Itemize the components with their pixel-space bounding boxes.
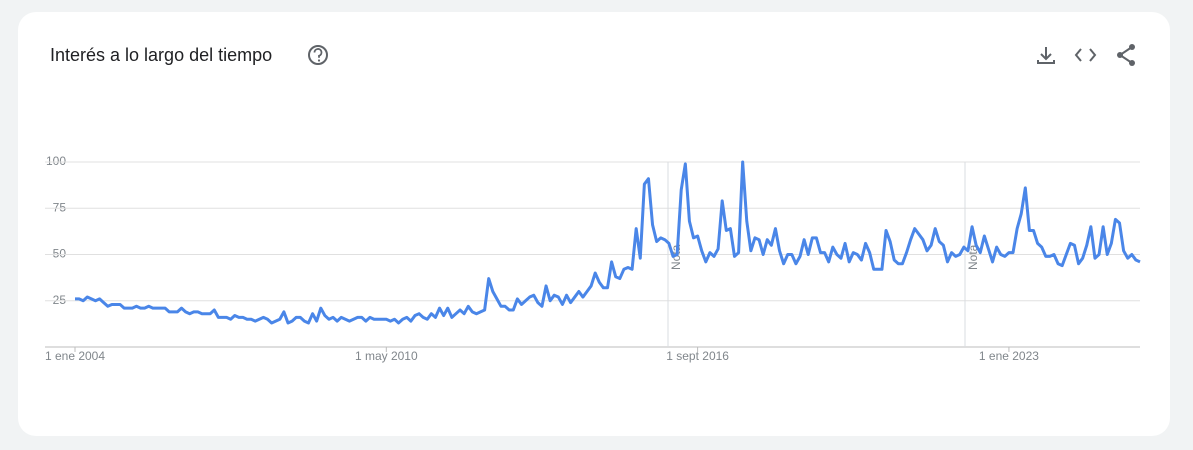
help-button[interactable] (308, 45, 328, 65)
help-icon (308, 45, 328, 65)
download-button[interactable] (1037, 47, 1055, 64)
share-button[interactable] (1117, 44, 1135, 66)
x-tick-label: 1 sept 2016 (666, 349, 729, 363)
chart-title: Interés a lo largo del tiempo (50, 45, 272, 65)
download-icon (1037, 47, 1055, 64)
y-tick-label: 75 (53, 200, 67, 214)
embed-button[interactable] (1074, 48, 1097, 62)
x-tick-label: 1 ene 2004 (45, 349, 105, 363)
embed-icon (1074, 48, 1097, 62)
share-lines (1118, 46, 1133, 64)
help-dot (317, 59, 321, 62)
x-tick-label: 1 ene 2023 (979, 349, 1039, 363)
line (75, 160, 1141, 325)
x-tick-label: 1 may 2010 (355, 349, 418, 363)
help-glyph (313, 48, 323, 58)
y-tick-label: 50 (53, 247, 67, 261)
card (18, 12, 1170, 436)
note-label: Nota (966, 244, 980, 270)
y-tick-label: 100 (46, 154, 66, 168)
y-tick-label: 25 (53, 293, 67, 307)
